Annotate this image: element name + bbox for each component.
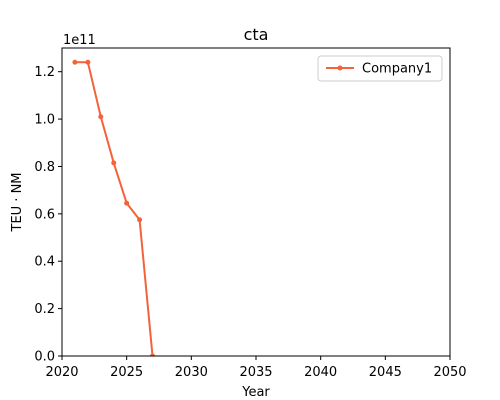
plot-area: 2020 2025 2030 2035 2040 2045 2050 0.0 0.2 0.4 0.6… [34,47,467,380]
y-tick-label: 1.2 [34,65,55,80]
x-tick-label: 2040 [304,365,337,380]
legend-marker-company1 [337,65,343,71]
data-point [85,59,91,65]
data-point [72,59,78,65]
y-tick-label: 0.8 [34,160,55,175]
legend-box [317,55,443,82]
data-point [150,353,156,356]
chart-title: cta [244,25,269,44]
plot-frame [61,47,451,357]
x-tick-label: 2050 [433,365,466,380]
data-point [124,200,130,206]
x-tick-label: 2045 [369,365,402,380]
legend-label-company1: Company1 [362,62,432,77]
data-point [111,160,117,166]
y-tick-label: 0.0 [34,350,55,365]
x-tick-label: 2030 [175,365,208,380]
x-tick-label: 2035 [239,365,272,380]
y-tick-label: 0.6 [34,207,55,222]
y-tick-label: 0.4 [34,255,55,270]
data-point [137,217,143,223]
legend: Company1 [317,55,443,82]
data-point [98,114,104,120]
y-offset-text: 1e11 [63,33,96,48]
y-tick-label: 0.2 [34,302,55,317]
x-axis-label: Year [241,385,270,400]
y-axis-label: TEU · NM [10,172,25,232]
x-tick-label: 2025 [110,365,143,380]
y-tick-label: 1.0 [34,113,55,128]
x-tick-label: 2020 [45,365,78,380]
series-line-0 [74,61,154,356]
